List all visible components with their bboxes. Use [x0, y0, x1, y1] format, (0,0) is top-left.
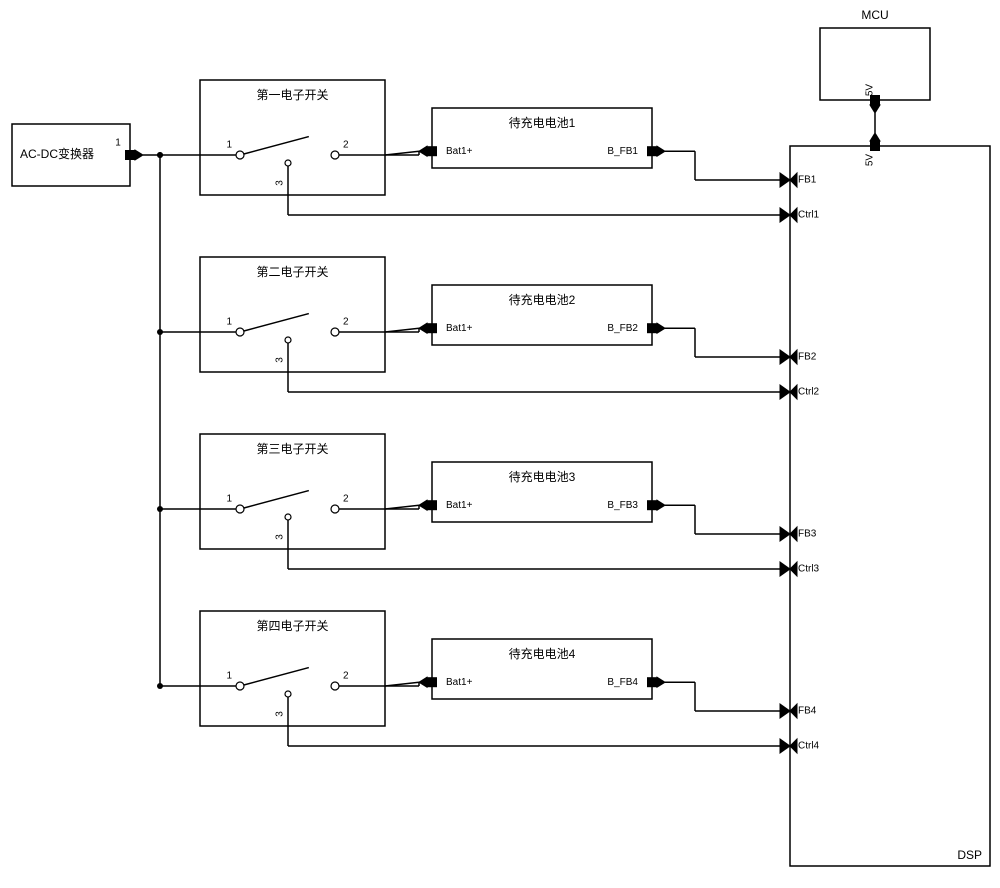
svg-text:Bat1+: Bat1+ — [446, 323, 473, 334]
svg-text:Ctrl1: Ctrl1 — [798, 210, 820, 221]
svg-text:第一电子开关: 第一电子开关 — [256, 88, 328, 102]
svg-text:Ctrl4: Ctrl4 — [798, 741, 820, 752]
svg-text:MCU: MCU — [861, 8, 888, 22]
svg-text:1: 1 — [226, 671, 232, 682]
svg-text:B_FB2: B_FB2 — [607, 323, 638, 334]
svg-text:2: 2 — [343, 494, 349, 505]
svg-text:2: 2 — [343, 317, 349, 328]
svg-text:Ctrl2: Ctrl2 — [798, 387, 820, 398]
svg-text:1: 1 — [226, 494, 232, 505]
svg-text:第四电子开关: 第四电子开关 — [256, 619, 328, 633]
svg-text:DSP: DSP — [957, 848, 982, 862]
svg-text:Bat1+: Bat1+ — [446, 146, 473, 157]
svg-text:5V: 5V — [865, 84, 876, 97]
svg-text:3: 3 — [275, 711, 286, 717]
svg-text:5V: 5V — [865, 154, 876, 167]
svg-text:Bat1+: Bat1+ — [446, 500, 473, 511]
svg-text:3: 3 — [275, 534, 286, 540]
svg-text:第三电子开关: 第三电子开关 — [256, 442, 328, 456]
svg-text:B_FB1: B_FB1 — [607, 146, 638, 157]
svg-text:1: 1 — [226, 140, 232, 151]
svg-text:B_FB3: B_FB3 — [607, 500, 638, 511]
svg-text:待充电电池4: 待充电电池4 — [509, 646, 576, 661]
svg-text:FB2: FB2 — [798, 352, 817, 363]
svg-text:B_FB4: B_FB4 — [607, 677, 638, 688]
svg-text:FB4: FB4 — [798, 706, 817, 717]
svg-text:1: 1 — [226, 317, 232, 328]
svg-text:2: 2 — [343, 140, 349, 151]
svg-text:3: 3 — [275, 180, 286, 186]
svg-text:Ctrl3: Ctrl3 — [798, 564, 820, 575]
svg-text:待充电电池2: 待充电电池2 — [509, 292, 576, 307]
diagram-canvas: MCU 5V DSP 5V FB1 Ctrl1 FB2 Ctrl2 FB3 Ctrl3 FB4 Ctr… — [0, 0, 1000, 888]
svg-text:第二电子开关: 第二电子开关 — [256, 265, 328, 279]
svg-text:待充电电池1: 待充电电池1 — [509, 115, 576, 130]
svg-text:FB1: FB1 — [798, 175, 817, 186]
svg-text:FB3: FB3 — [798, 529, 817, 540]
svg-text:AC-DC变换器: AC-DC变换器 — [20, 146, 94, 161]
svg-text:Bat1+: Bat1+ — [446, 677, 473, 688]
svg-text:待充电电池3: 待充电电池3 — [509, 469, 576, 484]
svg-text:2: 2 — [343, 671, 349, 682]
svg-text:3: 3 — [275, 357, 286, 363]
svg-text:1: 1 — [115, 138, 121, 149]
